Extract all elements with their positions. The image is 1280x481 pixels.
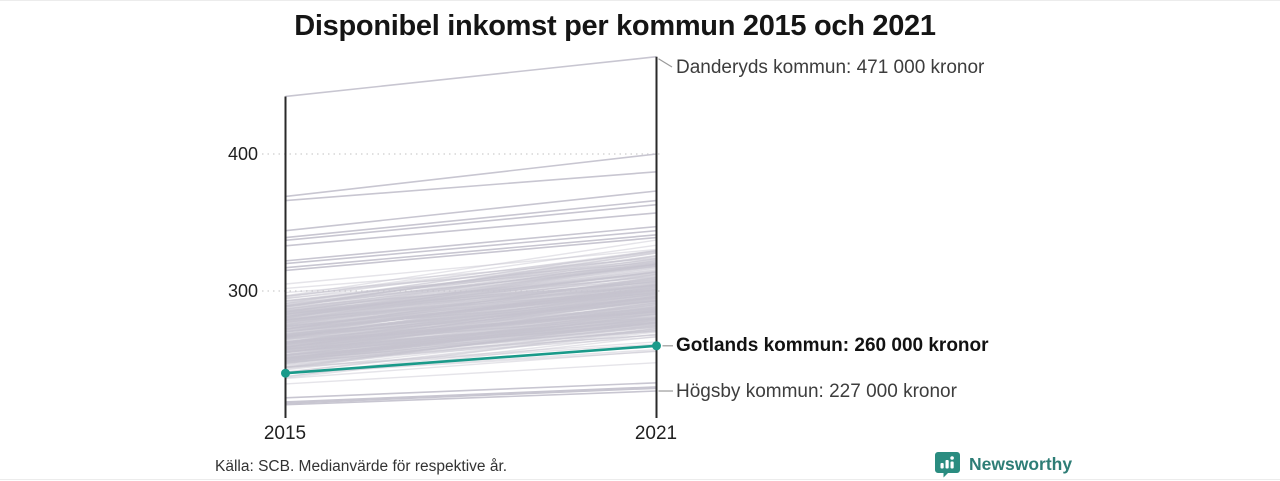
newsworthy-bar-chart-bubble-icon [935, 452, 960, 478]
page-title: Disponibel inkomst per kommun 2015 och 2… [294, 10, 936, 42]
source-note: Källa: SCB. Medianvärde för respektive å… [215, 458, 508, 475]
outlier-municipality-lines [285, 55, 657, 406]
y-axis-tick-400: 400 [227, 144, 258, 164]
y-axis-tick-300: 300 [227, 281, 258, 301]
x-axis-label-2021: 2021 [634, 423, 678, 444]
annotation-connectors [658, 58, 673, 392]
year-axes [284, 56, 658, 418]
newsworthy-logo-text: Newsworthy [969, 454, 1073, 474]
annotation-danderyd: Danderyds kommun: 471 000 kronor [676, 56, 985, 78]
x-axis-label-2015: 2015 [263, 423, 307, 444]
newsworthy-logo[interactable]: Newsworthy [934, 451, 1072, 478]
background-municipality-lines [285, 239, 657, 385]
gridlines [262, 153, 663, 292]
annotation-gotland: Gotlands kommun: 260 000 kronor [676, 335, 989, 357]
annotation-hogsby: Högsby kommun: 227 000 kronor [676, 380, 957, 402]
highlighted-gotland-line [281, 341, 661, 378]
